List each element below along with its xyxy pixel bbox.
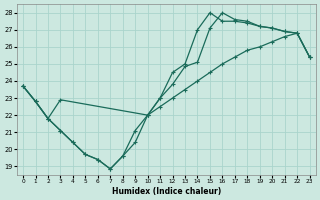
X-axis label: Humidex (Indice chaleur): Humidex (Indice chaleur)	[112, 187, 221, 196]
